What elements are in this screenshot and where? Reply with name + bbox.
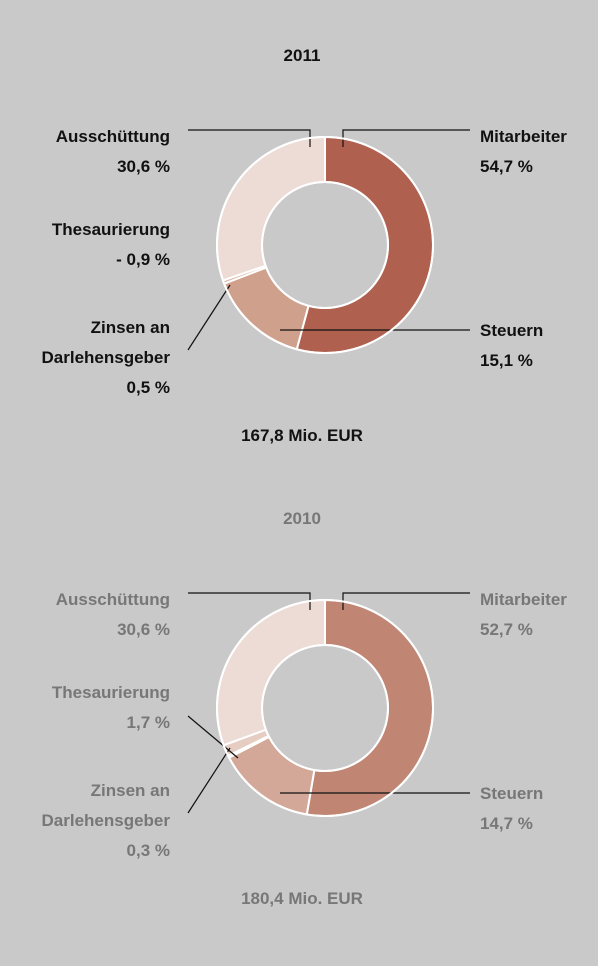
value-label: 14,7 % [480,814,533,833]
value-label: 30,6 % [117,620,170,639]
value-label: 54,7 % [480,157,533,176]
leader-line [188,592,311,610]
category-label: Thesaurierung [51,220,170,239]
donut-slice [216,598,326,747]
value-label: 52,7 % [480,620,533,639]
category-label: Ausschüttung [55,127,170,146]
category-label: Mitarbeiter [480,127,567,146]
value-label: 30,6 % [117,157,170,176]
value-label: 0,5 % [126,378,170,397]
category-label: Steuern [480,321,544,340]
donut-outline [216,136,434,354]
donut-inner [261,181,389,309]
value-label: 0,3 % [126,841,170,860]
value-label: 1,7 % [126,713,170,732]
category-label: Mitarbeiter [480,590,567,609]
leader-line [342,129,470,147]
chart-title: 2011 [283,46,321,65]
total-label: 167,8 Mio. EUR [241,426,363,445]
category-label: Steuern [480,784,544,803]
donut-inner [261,644,389,772]
leader-line [187,747,231,814]
category-label: Zinsen an Darlehensgeber [41,318,171,367]
donut-outline [216,599,434,817]
category-label: Zinsen an Darlehensgeber [41,781,171,830]
leader-line [342,592,470,610]
category-label: Thesaurierung [51,683,170,702]
value-label: - 0,9 % [116,250,170,269]
chart-title: 2010 [283,509,321,528]
category-label: Ausschüttung [55,590,170,609]
leader-line [187,715,239,759]
leader-line [187,284,231,351]
donut-slice [216,135,326,282]
leader-line [188,129,311,147]
value-label: 15,1 % [480,351,533,370]
total-label: 180,4 Mio. EUR [241,889,363,908]
